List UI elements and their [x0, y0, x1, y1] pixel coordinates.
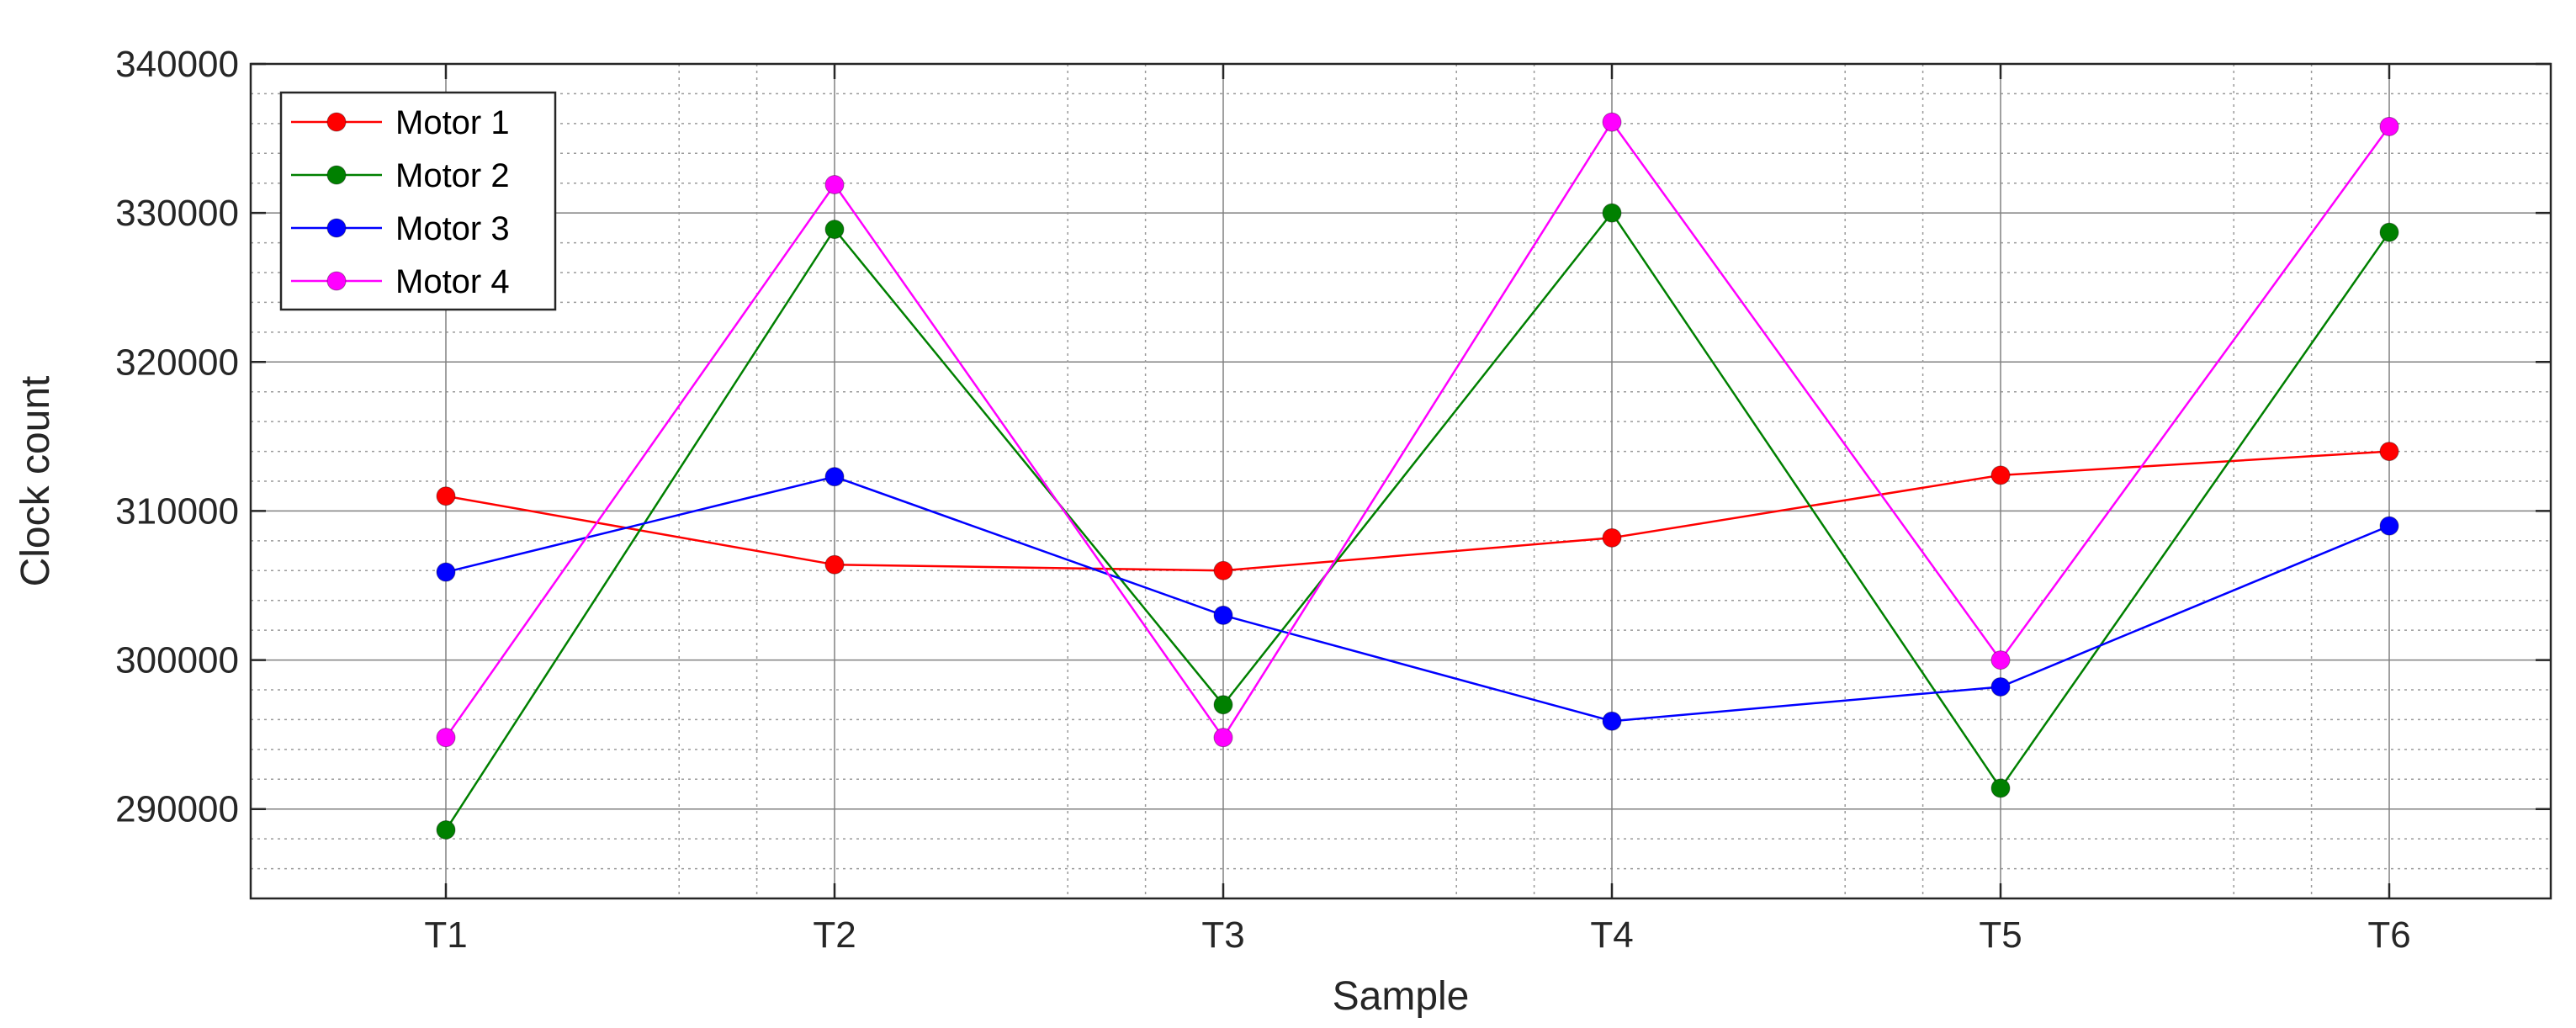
- data-point: [1990, 650, 2011, 670]
- legend-entry: Motor 3: [291, 210, 510, 247]
- series-group: [436, 112, 2399, 840]
- legend-entry: Motor 4: [291, 263, 510, 300]
- data-point: [1990, 465, 2011, 485]
- y-tick-label: 320000: [115, 342, 239, 383]
- y-tick-label: 290000: [115, 789, 239, 830]
- series-line: [445, 450, 2390, 572]
- legend-label: Motor 3: [395, 210, 510, 247]
- x-axis-label: Sample: [1333, 974, 1470, 1019]
- legend-box: [279, 91, 557, 311]
- x-tick-label: T4: [1590, 914, 1633, 956]
- series-motor-3: [436, 467, 2399, 731]
- x-tick-label: T5: [1979, 914, 2022, 956]
- legend-label: Motor 1: [395, 104, 510, 141]
- data-point: [436, 728, 456, 748]
- series-motor-2: [436, 203, 2399, 840]
- data-point: [824, 467, 845, 487]
- series-line: [444, 120, 2391, 739]
- series-motor-1: [436, 442, 2399, 580]
- data-point: [1213, 605, 1233, 625]
- data-point: [2379, 516, 2399, 536]
- x-tick-label: T6: [2367, 914, 2410, 956]
- y-tick-label: 300000: [115, 640, 239, 681]
- data-point: [1213, 560, 1233, 580]
- data-point: [1602, 112, 1622, 132]
- legend-entry: Motor 1: [291, 104, 510, 141]
- legend-label: Motor 2: [395, 157, 510, 194]
- series-line: [444, 211, 2391, 831]
- legend-marker: [326, 218, 347, 238]
- data-point: [1602, 527, 1622, 548]
- data-point: [824, 174, 845, 194]
- x-tick-label: T1: [424, 914, 467, 956]
- y-tick-label: 310000: [115, 490, 239, 532]
- data-point: [1602, 711, 1622, 731]
- y-axis-label: Clock count: [13, 376, 58, 587]
- data-point: [436, 562, 456, 582]
- data-point: [1213, 728, 1233, 748]
- data-point: [436, 820, 456, 840]
- data-point: [824, 220, 845, 240]
- data-point: [1213, 695, 1233, 715]
- legend-marker: [326, 271, 347, 291]
- data-point: [1602, 203, 1622, 223]
- data-point: [1990, 676, 2011, 697]
- y-tick-label: 340000: [115, 44, 239, 85]
- legend-marker: [326, 112, 347, 132]
- axes: 290000 300000 310000 320000 330000 340000 T1 T2…: [115, 44, 2551, 956]
- legend: Motor 1 Motor 2 Motor 3 Motor 4: [279, 91, 557, 311]
- series-motor-4: [436, 112, 2399, 748]
- legend-marker: [326, 165, 347, 185]
- x-tick-label: T3: [1201, 914, 1244, 956]
- plot-frame: [249, 62, 2552, 900]
- series-line: [445, 475, 2390, 723]
- data-point: [2379, 116, 2399, 136]
- data-point: [2379, 442, 2399, 462]
- legend-entry: Motor 2: [291, 157, 510, 194]
- legend-label: Motor 4: [395, 263, 510, 300]
- x-tick-label: T2: [813, 914, 856, 956]
- y-tick-label: 330000: [115, 193, 239, 234]
- data-point: [436, 486, 456, 506]
- data-point: [2379, 222, 2399, 242]
- data-point: [824, 554, 845, 575]
- data-point: [1990, 778, 2011, 798]
